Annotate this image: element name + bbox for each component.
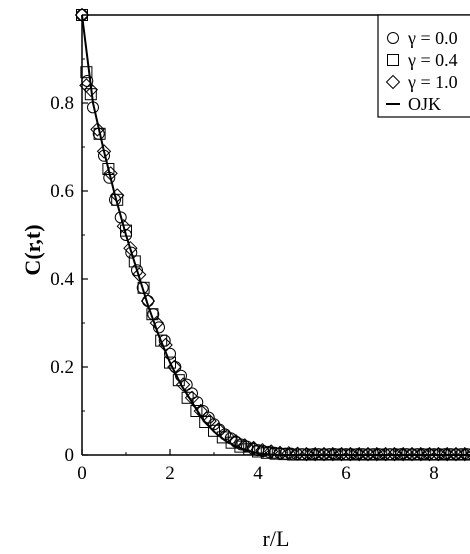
diamond-point: [83, 82, 99, 98]
ojk-line: [81, 14, 470, 456]
series-layer: [74, 7, 470, 462]
square-point: [225, 436, 238, 449]
square-point: [181, 391, 194, 404]
diamond-point: [96, 144, 112, 159]
x-axis-label: r/L: [263, 526, 290, 551]
y-tick-label: 0.6: [50, 181, 74, 202]
diamond-point: [263, 444, 279, 459]
diamond-point: [466, 450, 470, 458]
diamond-point: [237, 438, 253, 453]
square-point: [102, 163, 115, 175]
x-tick-label: 8: [429, 463, 439, 484]
x-tick-label: 6: [341, 463, 351, 484]
legend-diamond-swatch: [385, 74, 401, 90]
square-point: [208, 424, 220, 437]
y-tick-label: 0.8: [50, 93, 74, 114]
square-point: [128, 255, 141, 268]
y-tick-label: 0: [65, 445, 75, 466]
circle-point: [153, 321, 165, 334]
y-ticks: 0 0.2 0.4 0.6 0.8: [50, 58, 88, 466]
legend-square-swatch: [387, 54, 399, 66]
legend-label: γ = 0.0: [407, 28, 458, 48]
x-tick-label: 0: [77, 463, 87, 484]
diamond-point: [123, 240, 138, 256]
series-line: [81, 14, 470, 456]
square-point: [164, 356, 176, 369]
circle-point: [164, 347, 176, 360]
square-point: [80, 66, 93, 79]
diamond-point: [255, 442, 270, 458]
square-point: [172, 374, 185, 387]
square-point: [199, 416, 212, 428]
diamond-point: [116, 218, 132, 234]
legend-item: γ = 1.0: [385, 72, 458, 92]
legend-item: γ = 0.4: [387, 50, 458, 70]
legend-item: γ = 0.0: [387, 28, 458, 48]
y-axis-label: C(r,t): [20, 224, 45, 275]
legend-label: OJK: [408, 94, 441, 114]
circle-point: [131, 264, 143, 277]
legend-circle-swatch: [387, 32, 399, 44]
legend-label: γ = 0.4: [407, 50, 458, 70]
square-point: [190, 405, 203, 417]
diamond-point: [131, 267, 147, 282]
circle-point: [125, 246, 138, 259]
diamond-point: [90, 122, 105, 137]
y-tick-label: 0.2: [50, 357, 74, 378]
square-point: [155, 334, 168, 347]
legend-item: OJK: [386, 94, 441, 114]
diamond-point: [246, 440, 261, 456]
x-tick-label: 2: [165, 463, 175, 484]
legend-label: γ = 1.0: [407, 72, 458, 92]
x-tick-label: 4: [253, 463, 263, 484]
circle-point: [235, 438, 248, 451]
y-tick-label: 0.4: [50, 269, 74, 290]
diamond-point: [228, 434, 244, 449]
